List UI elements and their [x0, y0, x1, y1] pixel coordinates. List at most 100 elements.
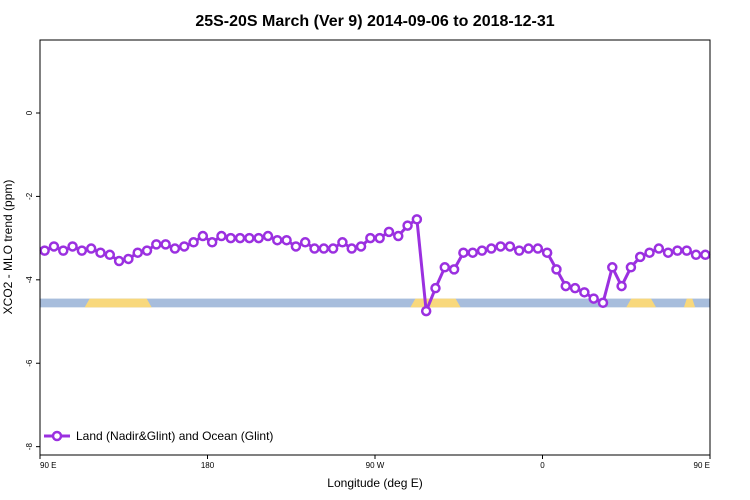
data-point [411, 214, 423, 225]
data-point [299, 237, 311, 248]
data-point [430, 282, 441, 294]
data-point [495, 241, 506, 252]
data-point [579, 287, 590, 298]
data-point [513, 245, 525, 256]
land-ocean-band [40, 298, 710, 308]
data-point [569, 282, 581, 294]
data-point [476, 245, 488, 256]
data-point [448, 264, 460, 275]
data-point [95, 247, 106, 258]
data-point [141, 245, 153, 256]
data-point [681, 245, 692, 256]
data-point [597, 297, 609, 309]
y-tick-label: 0 [25, 110, 34, 115]
data-point [244, 232, 255, 244]
data-point [420, 305, 432, 317]
data-point [439, 262, 451, 273]
data-point [672, 245, 683, 256]
data-point [393, 230, 404, 242]
data-point [123, 253, 134, 265]
x-tick-label: 90 W [366, 461, 385, 470]
data-point [634, 251, 646, 263]
data-point [588, 293, 599, 304]
data-point [541, 247, 553, 258]
data-point [225, 232, 237, 244]
data-point [216, 230, 227, 242]
y-axis-label: XCO2 - MLO trend (ppm) [1, 180, 15, 315]
data-point [700, 249, 711, 261]
y-axis: 0 -2 -4 -6 -8 [25, 110, 40, 450]
data-point [160, 239, 171, 250]
data-point [607, 262, 618, 273]
data-point [290, 241, 302, 252]
series-layer [39, 214, 711, 317]
y-tick-label: -4 [25, 276, 34, 284]
data-point [337, 237, 348, 248]
series-line [44, 217, 706, 313]
data-point [104, 249, 116, 261]
data-point [486, 243, 497, 254]
data-point [467, 247, 478, 258]
data-point [653, 243, 665, 254]
y-tick-label: -2 [25, 192, 34, 200]
ocean-band [40, 298, 710, 308]
plot-frame [39, 39, 711, 456]
x-tick-label: 90 E [694, 461, 710, 470]
land-segment [683, 298, 696, 308]
data-point [262, 230, 274, 242]
data-point [281, 234, 292, 246]
data-point [644, 247, 655, 258]
data-point [178, 241, 190, 252]
data-point [253, 232, 264, 244]
land-segment [410, 298, 461, 308]
x-tick-label: 0 [540, 461, 545, 470]
data-point [132, 247, 143, 258]
x-axis-label: Longitude (deg E) [327, 476, 422, 490]
data-point [355, 241, 367, 252]
data-point [197, 230, 209, 242]
data-point [402, 220, 413, 231]
data-point [504, 241, 516, 252]
data-point [39, 245, 50, 256]
data-point [374, 232, 385, 244]
x-tick-label: 180 [201, 461, 215, 470]
data-point [625, 262, 637, 273]
data-point [272, 234, 283, 246]
data-point [327, 243, 339, 254]
legend-marker-icon [51, 430, 63, 442]
data-point [616, 280, 627, 292]
data-point [76, 245, 88, 256]
data-point [662, 247, 674, 258]
data-point [560, 280, 572, 292]
x-tick-label: 90 E [40, 461, 56, 470]
data-point [85, 243, 97, 254]
data-point [151, 239, 162, 250]
data-point [234, 232, 246, 244]
legend-label: Land (Nadir&Glint) and Ocean (Glint) [76, 429, 273, 443]
y-tick-label: -6 [25, 359, 34, 367]
data-point [532, 243, 544, 254]
data-point [318, 243, 330, 254]
data-point [551, 264, 562, 275]
data-point [690, 249, 702, 261]
data-point [523, 243, 534, 254]
data-point [48, 241, 60, 252]
x-axis: 90 E 180 90 W 0 90 E [39, 455, 711, 470]
chart-title: 25S-20S March (Ver 9) 2014-09-06 to 2018… [195, 13, 554, 30]
land-segment [84, 298, 152, 308]
data-point [58, 245, 69, 256]
data-point [383, 226, 395, 238]
legend: Land (Nadir&Glint) and Ocean (Glint) [44, 429, 273, 443]
y-tick-label: -8 [25, 443, 34, 451]
data-point [113, 255, 125, 267]
data-point [365, 232, 376, 244]
data-point [67, 241, 78, 252]
data-point [206, 237, 218, 248]
data-point [346, 243, 357, 254]
data-point [458, 247, 469, 258]
land-segment [626, 298, 657, 308]
data-point [309, 243, 320, 254]
data-point [169, 243, 181, 254]
data-point [188, 237, 199, 248]
